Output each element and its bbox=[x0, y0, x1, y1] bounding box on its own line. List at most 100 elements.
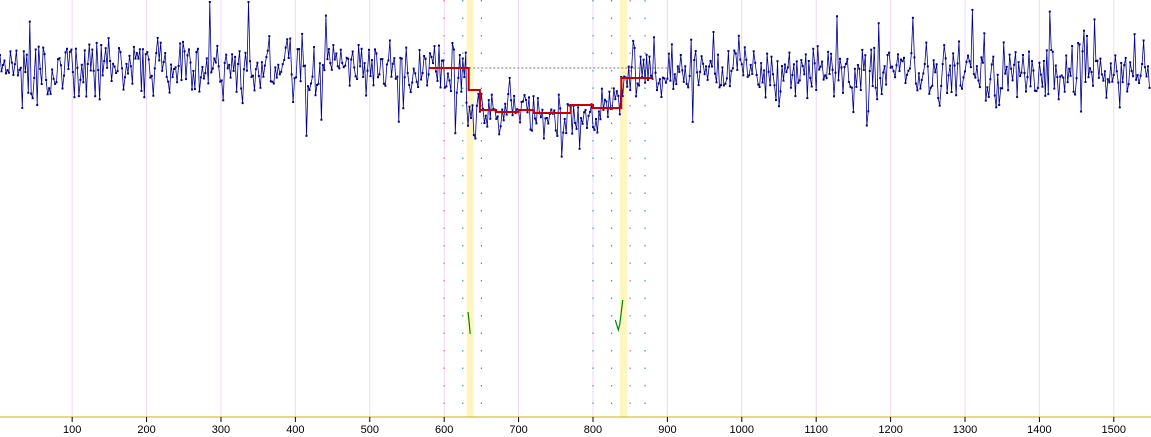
signal-point bbox=[243, 68, 245, 71]
signal-point bbox=[606, 115, 609, 118]
signal-point bbox=[697, 84, 700, 87]
signal-point bbox=[742, 74, 745, 77]
signal-point bbox=[9, 50, 12, 53]
signal-point bbox=[804, 53, 807, 56]
signal-point bbox=[3, 59, 6, 62]
signal-point bbox=[432, 62, 434, 65]
signal-point bbox=[82, 81, 85, 84]
signal-point bbox=[644, 81, 647, 84]
signal-point bbox=[937, 97, 940, 99]
signal-point bbox=[815, 89, 818, 91]
signal-point bbox=[894, 76, 897, 79]
signal-point bbox=[791, 74, 794, 76]
signal-point bbox=[250, 75, 253, 78]
signal-point bbox=[369, 75, 372, 78]
signal-point bbox=[182, 40, 184, 43]
signal-point bbox=[6, 69, 9, 72]
signal-point bbox=[502, 119, 505, 122]
signal-point bbox=[124, 76, 126, 79]
signal-point bbox=[141, 48, 144, 51]
signal-point bbox=[978, 86, 981, 89]
signal-point bbox=[418, 49, 421, 52]
signal-point bbox=[477, 92, 480, 95]
signal-point bbox=[638, 84, 641, 87]
signal-point bbox=[612, 87, 615, 90]
signal-point bbox=[810, 85, 813, 88]
signal-point bbox=[365, 94, 368, 97]
signal-point bbox=[712, 31, 715, 33]
signal-point bbox=[275, 76, 278, 79]
signal-point bbox=[1042, 60, 1045, 62]
x-axis: 100 200 300 400 500 600 700 800 900 1000 1100 1200 1… bbox=[0, 416, 1151, 436]
signal-point bbox=[423, 55, 426, 57]
signal-point bbox=[736, 68, 739, 71]
signal-point bbox=[782, 79, 785, 82]
signal-point bbox=[965, 60, 968, 63]
signal-point bbox=[867, 110, 870, 113]
signal-point bbox=[1109, 62, 1112, 65]
signal-point bbox=[0, 70, 3, 73]
signal-point bbox=[614, 98, 617, 101]
signal-point bbox=[366, 69, 369, 72]
signal-point bbox=[586, 126, 588, 129]
signal-point bbox=[560, 155, 563, 158]
signal-point bbox=[751, 72, 754, 75]
signal-point bbox=[88, 43, 91, 46]
signal-point bbox=[335, 52, 338, 55]
signal-point bbox=[587, 114, 590, 117]
x-tick-label: 500 bbox=[361, 424, 379, 436]
signal-point bbox=[535, 122, 538, 125]
signal-point bbox=[436, 79, 439, 82]
signal-point bbox=[22, 50, 25, 53]
signal-point bbox=[901, 60, 904, 63]
signal-point bbox=[420, 78, 423, 81]
signal-point bbox=[387, 59, 390, 62]
signal-point bbox=[484, 114, 487, 117]
signal-point bbox=[1035, 90, 1038, 93]
signal-point bbox=[650, 74, 652, 77]
signal-point bbox=[2, 64, 4, 66]
signal-point bbox=[348, 84, 351, 87]
signal-point bbox=[1048, 10, 1051, 13]
signal-point bbox=[1074, 93, 1077, 96]
signal-point bbox=[974, 76, 977, 79]
signal-point bbox=[231, 53, 234, 56]
signal-point bbox=[836, 15, 838, 18]
signal-point bbox=[149, 76, 152, 79]
signal-point bbox=[342, 66, 345, 69]
signal-point bbox=[129, 65, 132, 68]
signal-point bbox=[299, 80, 302, 83]
signal-point bbox=[846, 57, 849, 60]
signal-point bbox=[439, 86, 442, 89]
signal-point bbox=[180, 79, 183, 82]
signal-point bbox=[168, 91, 171, 94]
signal-point bbox=[764, 96, 767, 99]
signal-point bbox=[314, 94, 317, 97]
signal-point bbox=[523, 94, 526, 97]
signal-point bbox=[596, 131, 599, 134]
signal-point bbox=[855, 85, 858, 88]
signal-point bbox=[1077, 42, 1080, 44]
signal-point bbox=[983, 32, 986, 35]
signal-point bbox=[61, 87, 64, 90]
signal-point bbox=[1045, 49, 1048, 52]
signal-point bbox=[845, 62, 847, 65]
signal-point bbox=[1041, 85, 1044, 88]
signal-point bbox=[589, 110, 591, 113]
signal-point bbox=[162, 61, 165, 63]
signal-point bbox=[354, 75, 357, 78]
signal-point bbox=[906, 73, 908, 76]
signal-point bbox=[1028, 50, 1030, 53]
signal-point bbox=[583, 111, 586, 114]
signal-point bbox=[363, 62, 366, 65]
event-trace bbox=[467, 311, 471, 335]
x-tick-label: 1400 bbox=[1027, 424, 1051, 436]
signal-point bbox=[411, 81, 414, 84]
signal-point bbox=[807, 60, 810, 62]
signal-point bbox=[562, 131, 565, 134]
signal-point bbox=[847, 80, 850, 83]
signal-point bbox=[483, 122, 486, 124]
signal-point bbox=[889, 66, 892, 69]
signal-point bbox=[943, 44, 946, 47]
signal-point bbox=[980, 56, 983, 59]
